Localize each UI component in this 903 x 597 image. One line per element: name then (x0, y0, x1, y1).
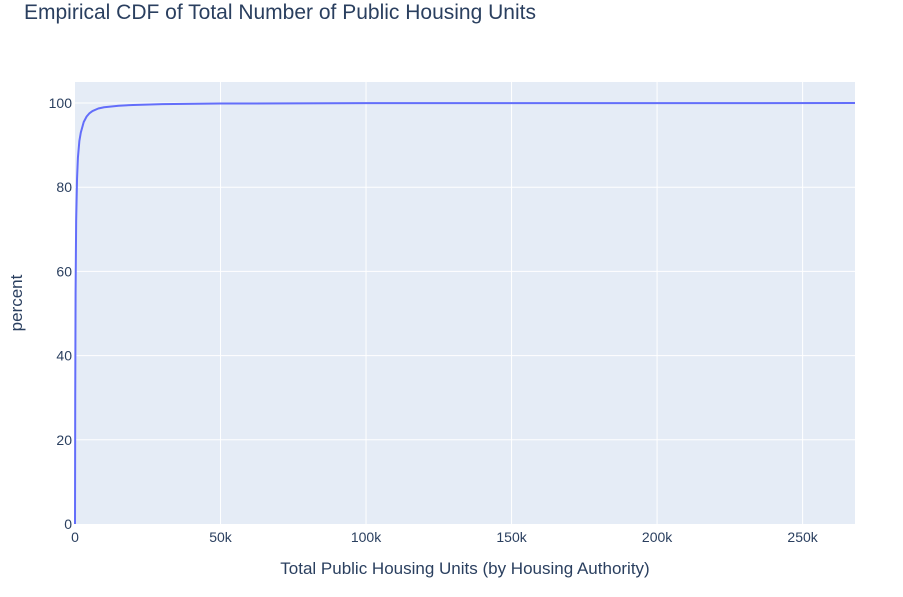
y-tick-label: 20 (56, 432, 72, 448)
y-tick-label: 40 (56, 348, 72, 364)
y-tick-label: 0 (64, 516, 72, 532)
x-axis-title: Total Public Housing Units (by Housing A… (280, 559, 649, 578)
y-tick-label: 80 (56, 179, 72, 195)
series-layer (74, 102, 856, 525)
plot-area (75, 82, 855, 524)
y-axis-title: percent (7, 274, 26, 331)
chart-title: Empirical CDF of Total Number of Public … (24, 1, 536, 24)
x-tick-label: 250k (787, 529, 818, 545)
ecdf-line (74, 102, 856, 525)
x-tick-label: 100k (351, 529, 382, 545)
y-tick-label: 60 (56, 263, 72, 279)
y-tick-label: 100 (49, 95, 73, 111)
tick-labels: 0 50k 100k 150k 200k 250k 0 20 40 60 80 100 (49, 95, 819, 545)
x-tick-label: 50k (209, 529, 233, 545)
x-tick-label: 200k (642, 529, 673, 545)
x-tick-label: 0 (71, 529, 79, 545)
x-tick-label: 150k (496, 529, 527, 545)
